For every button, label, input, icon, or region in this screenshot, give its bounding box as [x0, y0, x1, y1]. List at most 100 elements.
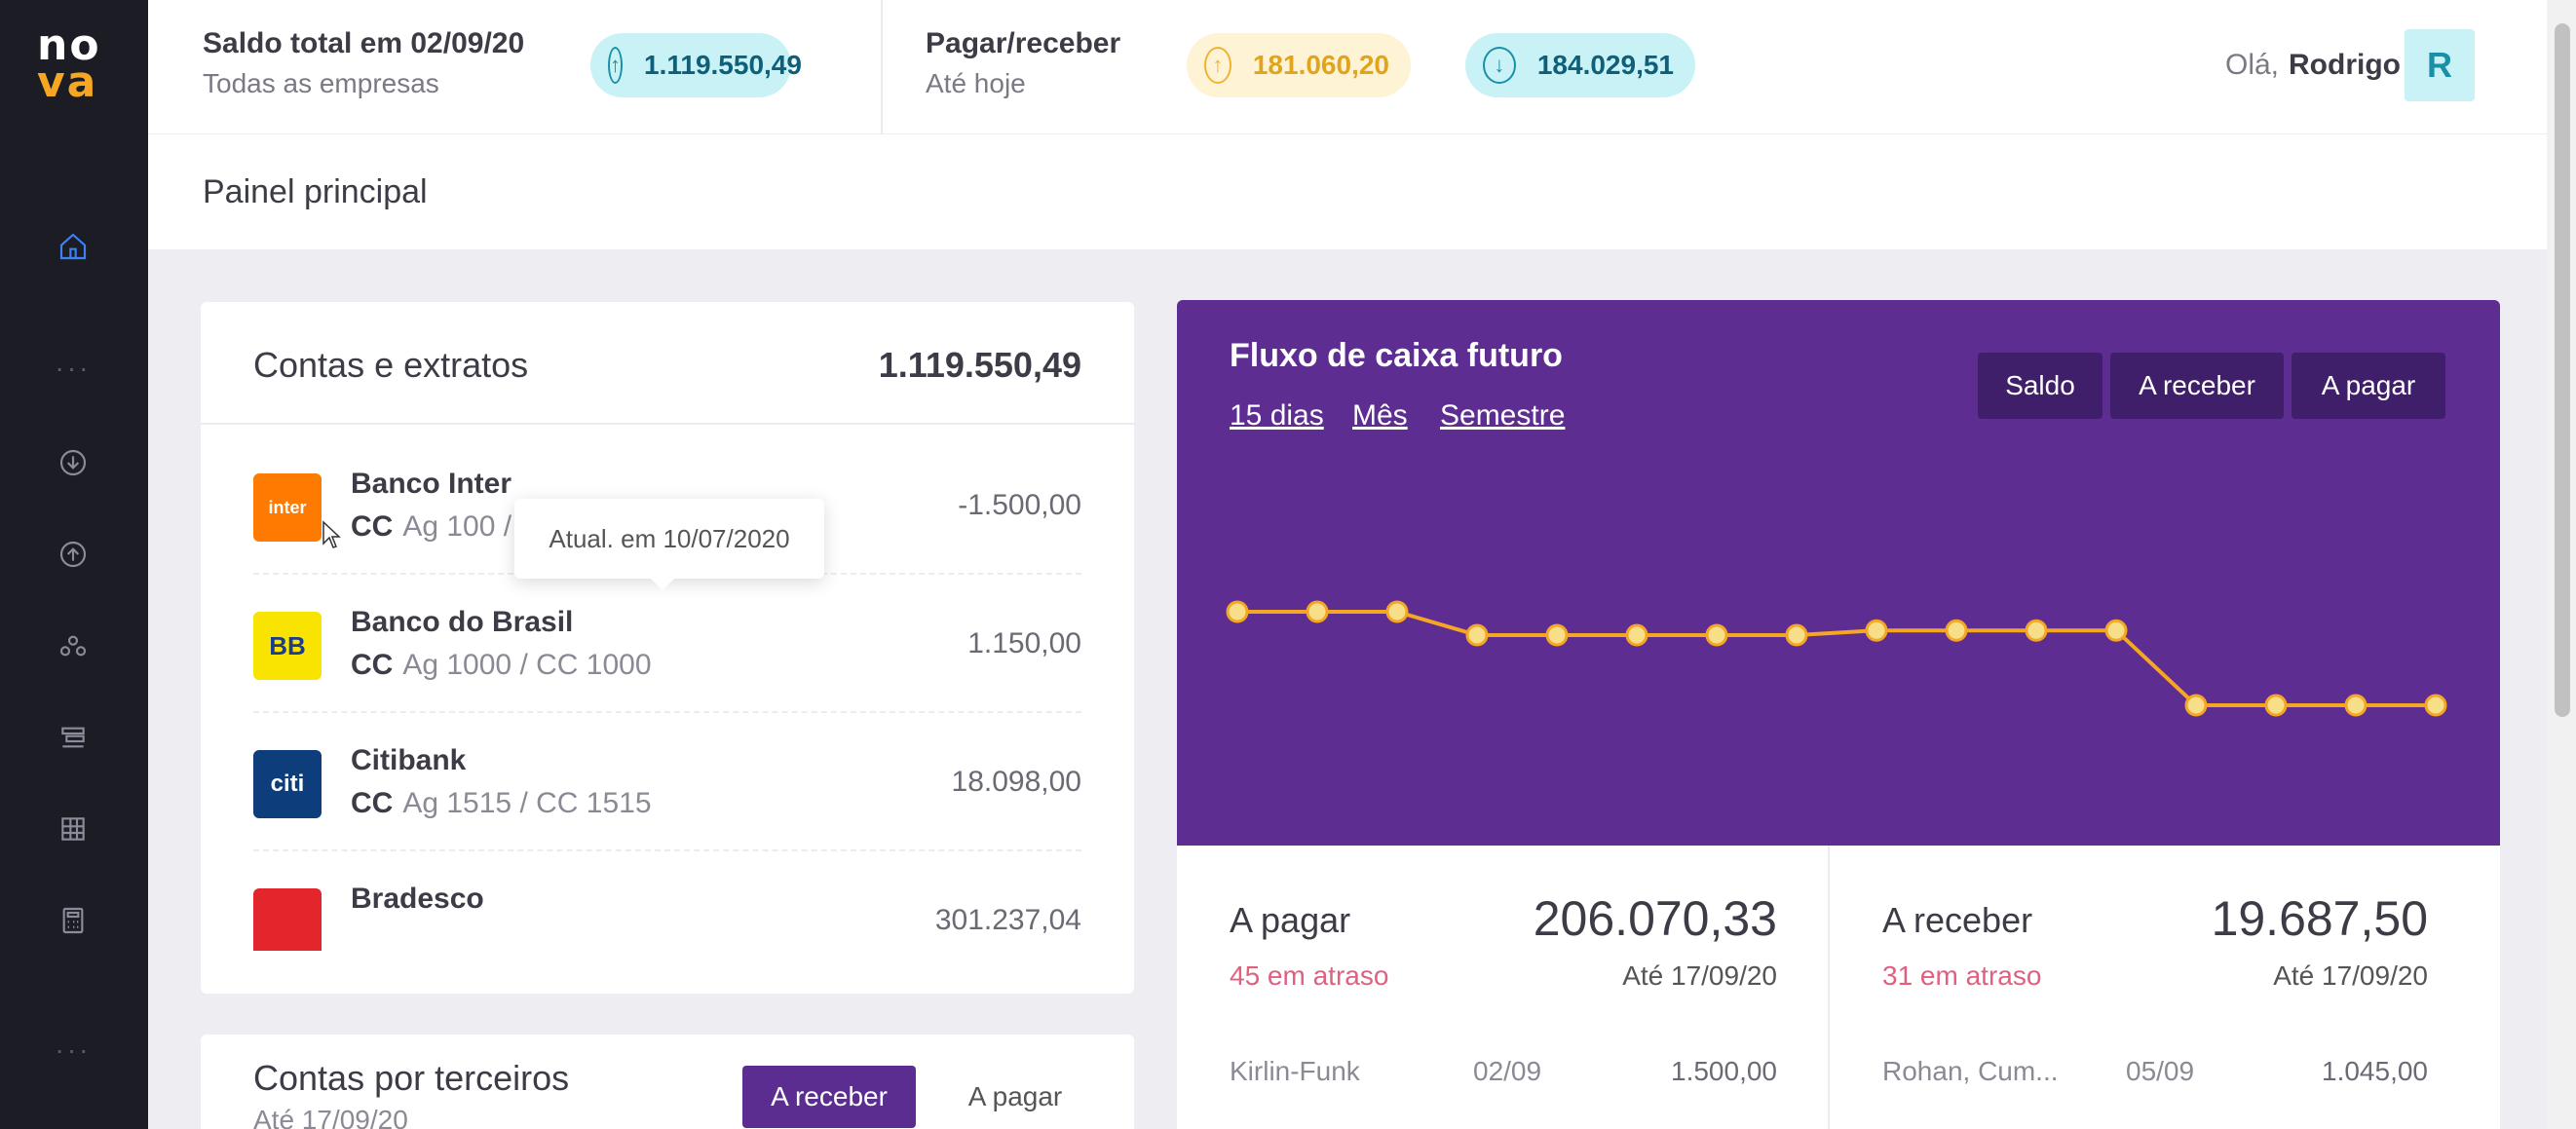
- greeting: Olá, Rodrigo: [2225, 49, 2401, 82]
- a-receber-summary: A receber 19.687,50 31 em atraso Até 17/…: [1828, 846, 2477, 1129]
- saldo-subtitle: Todas as empresas: [203, 68, 439, 98]
- arrow-up-circle-icon[interactable]: [49, 530, 97, 579]
- bank-name: Banco do Brasil: [351, 606, 574, 638]
- data-point[interactable]: [1785, 623, 1808, 647]
- arrow-up-icon: ↑: [1204, 47, 1231, 84]
- data-point[interactable]: [1625, 623, 1648, 647]
- data-point[interactable]: [1385, 600, 1409, 623]
- pagar-pill[interactable]: ↓ 184.029,51: [1465, 33, 1695, 97]
- a-receber-button[interactable]: A receber: [742, 1066, 916, 1128]
- fluxo-title: Fluxo de caixa futuro: [1230, 337, 1563, 374]
- a-pagar-button[interactable]: A pagar: [967, 1081, 1063, 1111]
- group-icon[interactable]: [49, 621, 97, 670]
- contas-header: Contas e extratos 1.119.550,49: [201, 302, 1134, 425]
- a-receber-label: A receber: [1882, 900, 2033, 940]
- a-pagar-date: Até 17/09/20: [1622, 960, 1777, 991]
- bank-row[interactable]: citi Citibank CC Ag 1515 / CC 1515 18.098…: [253, 715, 1081, 851]
- a-pagar-chart-button[interactable]: A pagar: [2292, 353, 2445, 419]
- calculator-icon[interactable]: [49, 896, 97, 945]
- data-point[interactable]: [2104, 619, 2128, 642]
- data-point[interactable]: [1865, 619, 1888, 642]
- a-receber-date: Até 17/09/20: [2273, 960, 2428, 991]
- row-value: 1.500,00: [1671, 1056, 1777, 1086]
- pagar-receber-title: Pagar/receber: [926, 27, 1121, 59]
- a-receber-chart-button[interactable]: A receber: [2110, 353, 2284, 419]
- banco-inter-logo: inter: [253, 473, 322, 542]
- banco-do-brasil-logo: BB: [253, 612, 322, 680]
- logo-line1: no: [37, 20, 101, 70]
- more-bottom-icon[interactable]: ···: [55, 1035, 92, 1065]
- fluxo-chart: [1226, 600, 2447, 717]
- data-point[interactable]: [1306, 600, 1329, 623]
- row-value: 1.045,00: [2322, 1056, 2428, 1086]
- a-pagar-late[interactable]: 45 em atraso: [1230, 960, 1389, 991]
- row-date: 05/09: [2126, 1056, 2195, 1086]
- fluxo-card: Fluxo de caixa futuro 15 dias Mês Semest…: [1177, 300, 2500, 846]
- a-pagar-label: A pagar: [1230, 900, 1351, 940]
- receber-pill[interactable]: ↑ 181.060,20: [1187, 33, 1411, 97]
- a-pagar-amount: 206.070,33: [1533, 891, 1777, 946]
- citibank-logo: citi: [253, 750, 322, 818]
- user-name: Rodrigo: [2289, 49, 2401, 81]
- contas-total: 1.119.550,49: [878, 345, 1081, 385]
- account-number: Ag 1000 / CC 1000: [402, 649, 652, 681]
- summary-card: A pagar 206.070,33 45 em atraso Até 17/0…: [1177, 846, 2500, 1129]
- home-icon[interactable]: [49, 222, 97, 271]
- period-15-dias[interactable]: 15 dias: [1230, 399, 1324, 432]
- scrollbar-thumb[interactable]: [2555, 23, 2570, 717]
- grid-icon[interactable]: [49, 805, 97, 853]
- saldo-value: 1.119.550,49: [644, 50, 802, 80]
- receber-value: 181.060,20: [1252, 50, 1389, 80]
- account-number: Ag 1515 / CC 1515: [402, 787, 652, 819]
- bank-row[interactable]: inter Banco Inter CC Ag 100 / CC 100 -1.5…: [253, 438, 1081, 575]
- bank-balance: 1.150,00: [967, 627, 1081, 659]
- period-semestre[interactable]: Semestre: [1440, 399, 1566, 432]
- a-receber-amount: 19.687,50: [2211, 891, 2428, 946]
- account-type: CC: [351, 649, 394, 681]
- bank-details: CC Ag 1515 / CC 1515: [351, 787, 652, 820]
- nova-logo[interactable]: no va: [37, 20, 115, 105]
- greeting-text: Olá,: [2224, 49, 2280, 81]
- bradesco-logo: [253, 888, 322, 951]
- period-mes[interactable]: Mês: [1352, 399, 1408, 432]
- scrollbar[interactable]: [2547, 0, 2576, 1129]
- bank-details: CC Ag 1000 / CC 1000: [351, 649, 652, 682]
- data-point[interactable]: [1226, 600, 1249, 623]
- saldo-button[interactable]: Saldo: [1978, 353, 2102, 419]
- data-point[interactable]: [2025, 619, 2048, 642]
- data-point[interactable]: [2184, 694, 2208, 717]
- account-type: CC: [351, 510, 394, 543]
- data-point[interactable]: [2264, 694, 2288, 717]
- arrow-down-circle-icon[interactable]: [49, 438, 97, 487]
- data-point[interactable]: [2424, 694, 2447, 717]
- row-date: 02/09: [1473, 1056, 1542, 1086]
- bank-row[interactable]: BB Banco do Brasil CC Ag 1000 / CC 1000 1…: [253, 577, 1081, 713]
- list-icon[interactable]: [49, 713, 97, 762]
- row-name: Rohan, Cum...: [1882, 1056, 2059, 1086]
- bank-balance: 18.098,00: [951, 766, 1081, 798]
- update-tooltip: Atual. em 10/07/2020: [514, 499, 824, 590]
- data-point[interactable]: [2344, 694, 2368, 717]
- bank-name: Banco Inter: [351, 468, 512, 500]
- mouse-cursor-icon: [322, 520, 341, 548]
- bank-name: Citibank: [351, 744, 467, 776]
- data-point[interactable]: [1465, 623, 1489, 647]
- sidebar: no va ··· ···: [0, 0, 148, 1129]
- terceiros-title: Contas por terceiros: [253, 1058, 570, 1098]
- bank-row[interactable]: Bradesco 301.237,04: [253, 853, 1081, 951]
- bank-name: Bradesco: [351, 883, 484, 915]
- saldo-pill[interactable]: ↑ 1.119.550,49: [590, 33, 802, 97]
- data-point[interactable]: [1705, 623, 1728, 647]
- header-divider: [881, 0, 883, 134]
- contas-card: Contas e extratos 1.119.550,49 inter Ban…: [201, 302, 1134, 994]
- a-receber-late[interactable]: 31 em atraso: [1882, 960, 2042, 991]
- page-title-bar: Painel principal: [148, 134, 2547, 249]
- arrow-up-icon: ↑: [608, 47, 623, 84]
- data-point[interactable]: [1945, 619, 1968, 642]
- saldo-title: Saldo total em 02/09/20: [203, 27, 525, 59]
- avatar[interactable]: R: [2405, 29, 2475, 101]
- data-point[interactable]: [1545, 623, 1569, 647]
- contas-title: Contas e extratos: [253, 345, 529, 385]
- more-icon[interactable]: ···: [55, 353, 92, 383]
- page-title: Painel principal: [203, 173, 428, 210]
